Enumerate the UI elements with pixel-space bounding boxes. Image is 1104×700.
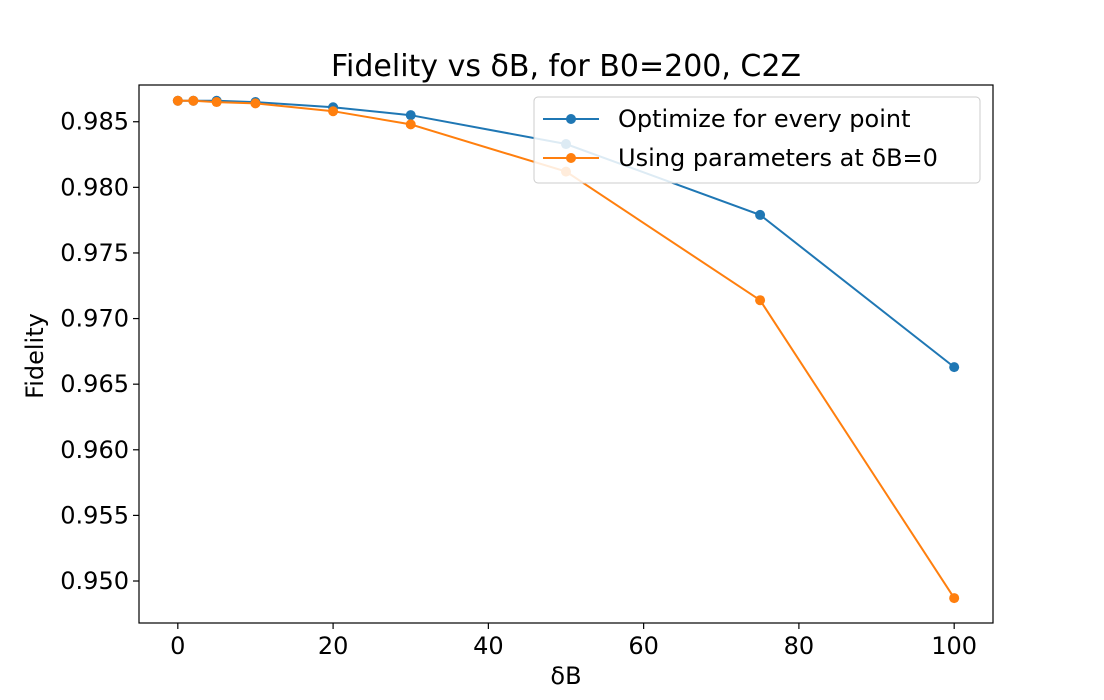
chart-title: Fidelity vs δB, for B0=200, C2Z <box>331 49 801 84</box>
y-tick-label: 0.970 <box>60 305 129 333</box>
x-tick-label: 100 <box>931 632 977 660</box>
y-tick-label: 0.965 <box>60 370 129 398</box>
y-tick-label: 0.950 <box>60 567 129 595</box>
data-point-series-1 <box>949 593 960 604</box>
y-tick-label: 0.985 <box>60 108 129 136</box>
data-point-series-1 <box>211 97 222 108</box>
data-point-series-1 <box>328 106 339 117</box>
data-point-series-0 <box>755 209 766 220</box>
legend-marker-fixed-parameters <box>566 153 576 163</box>
legend-box <box>533 96 981 184</box>
data-point-series-0 <box>405 110 416 121</box>
legend-marker-optimize <box>566 114 576 124</box>
data-point-series-1 <box>250 98 261 109</box>
y-tick-label: 0.960 <box>60 436 129 464</box>
data-point-series-1 <box>172 95 183 106</box>
x-tick-label: 0 <box>170 632 185 660</box>
data-point-series-0 <box>949 362 960 373</box>
x-tick-label: 80 <box>784 632 815 660</box>
legend-label-optimize: Optimize for every point <box>618 105 911 133</box>
x-tick-label: 20 <box>318 632 349 660</box>
y-axis-label: Fidelity <box>21 313 49 399</box>
data-point-series-1 <box>405 119 416 130</box>
data-point-series-1 <box>188 95 199 106</box>
y-axis: 0.950 0.955 0.960 0.965 0.970 0.975 0.980 0.985 <box>60 108 139 595</box>
data-point-series-1 <box>755 295 766 306</box>
legend: Optimize for every point Using parameter… <box>533 96 981 184</box>
x-tick-label: 60 <box>628 632 659 660</box>
y-tick-label: 0.980 <box>60 173 129 201</box>
y-tick-label: 0.975 <box>60 239 129 267</box>
x-tick-label: 40 <box>473 632 504 660</box>
plot-marks <box>172 95 960 604</box>
x-axis-label: δB <box>550 662 581 690</box>
plot-frame <box>138 84 994 624</box>
x-axis: 0 20 40 60 80 100 <box>170 623 977 660</box>
y-tick-label: 0.955 <box>60 501 129 529</box>
legend-label-fixed-parameters: Using parameters at δB=0 <box>618 144 938 172</box>
